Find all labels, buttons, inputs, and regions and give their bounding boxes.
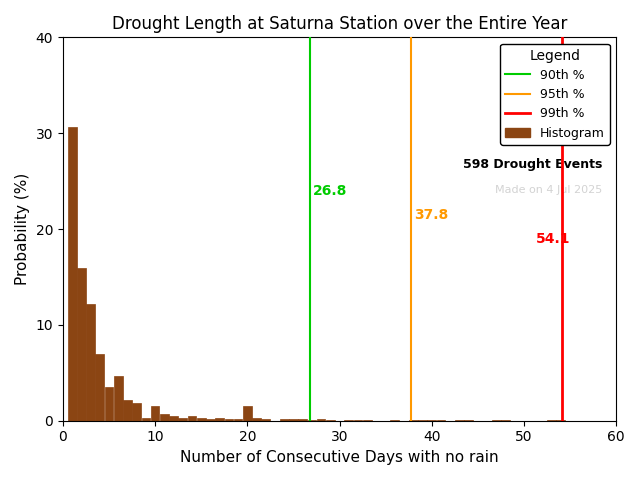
Bar — [436, 420, 445, 421]
Y-axis label: Probability (%): Probability (%) — [15, 173, 30, 285]
Bar — [455, 420, 464, 421]
Bar — [179, 418, 187, 421]
Bar — [354, 420, 362, 421]
Bar — [114, 376, 123, 421]
Bar — [464, 420, 473, 421]
Text: 26.8: 26.8 — [313, 184, 347, 199]
Bar — [151, 407, 159, 421]
Bar — [234, 419, 243, 421]
Text: 598 Drought Events: 598 Drought Events — [463, 158, 602, 171]
Bar — [169, 416, 178, 421]
Bar — [104, 387, 113, 421]
Bar — [298, 419, 307, 421]
Bar — [317, 419, 326, 421]
Bar — [363, 420, 372, 421]
Bar — [344, 420, 353, 421]
Bar — [289, 419, 298, 421]
Bar — [68, 127, 77, 421]
Bar — [86, 304, 95, 421]
Bar — [206, 419, 215, 421]
Bar — [390, 420, 399, 421]
Text: 54.1: 54.1 — [536, 232, 570, 246]
Text: 37.8: 37.8 — [414, 208, 449, 222]
Bar — [77, 268, 86, 421]
Bar — [492, 420, 500, 421]
Bar — [428, 420, 436, 421]
Bar — [225, 419, 233, 421]
Bar — [307, 420, 316, 421]
Bar — [95, 354, 104, 421]
Bar — [188, 416, 196, 421]
X-axis label: Number of Consecutive Days with no rain: Number of Consecutive Days with no rain — [180, 450, 499, 465]
Bar — [280, 419, 289, 421]
Bar — [243, 407, 252, 421]
Bar — [409, 420, 418, 421]
Bar — [252, 418, 261, 421]
Bar — [132, 404, 141, 421]
Bar — [418, 420, 427, 421]
Bar — [123, 400, 132, 421]
Bar — [215, 418, 224, 421]
Bar — [261, 419, 270, 421]
Bar — [160, 414, 169, 421]
Title: Drought Length at Saturna Station over the Entire Year: Drought Length at Saturna Station over t… — [112, 15, 567, 33]
Legend: 90th %, 95th %, 99th %, Histogram: 90th %, 95th %, 99th %, Histogram — [500, 44, 610, 144]
Bar — [141, 418, 150, 421]
Bar — [556, 420, 565, 421]
Bar — [197, 418, 205, 421]
Text: Made on 4 Jul 2025: Made on 4 Jul 2025 — [495, 185, 602, 195]
Bar — [326, 420, 335, 421]
Bar — [501, 420, 510, 421]
Bar — [547, 420, 556, 421]
